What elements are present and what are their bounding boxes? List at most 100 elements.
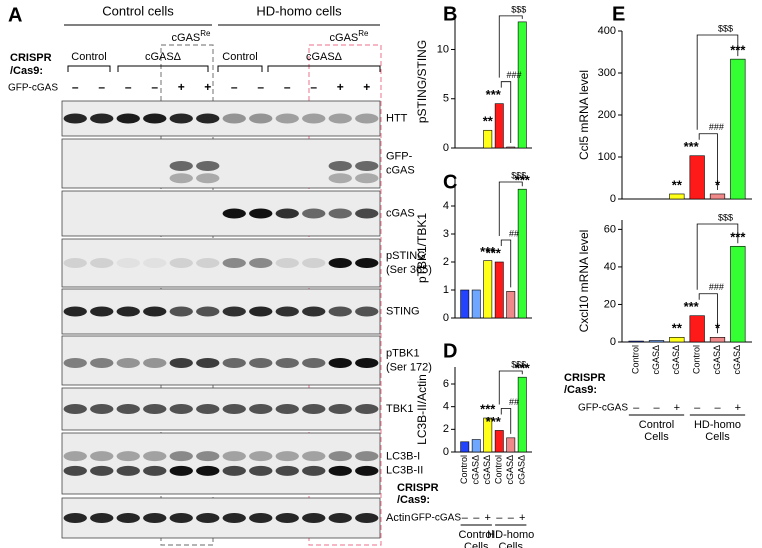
blot-band [355,306,379,317]
blot-band [63,113,87,124]
x-tick-label: Control [494,455,504,484]
blot-band [249,465,273,476]
blot-band [63,306,87,317]
blot-band [275,404,299,414]
y-tick-label: 20 [604,298,616,310]
group-label: HD-homo [487,529,534,541]
blot-band [196,173,220,184]
blot-label: LC3B-I [386,450,420,462]
bar [730,245,746,343]
lane-bracket [117,65,209,72]
gfp-sign: – [72,80,79,94]
bracket-label: $$$ [718,23,733,33]
blot-frame [61,387,381,431]
significance: *** [480,401,496,416]
blot-band [169,173,193,184]
panel-letter: D [443,340,457,362]
y-axis-label: Cxcl10 mRNA level [577,230,591,333]
blot-band [302,306,326,317]
blot-label: LC3B-II [386,464,423,476]
gfp-sign: + [485,512,491,524]
significance: *** [515,361,531,376]
rescue-label: cGASRe [330,29,370,44]
blot-band [63,357,87,368]
gfp-label: GFP-cGAS [578,403,628,414]
blot-band [90,113,114,124]
y-tick-label: 4 [443,401,449,413]
bracket [500,81,512,144]
blot-band [116,404,140,414]
blot-band [302,208,326,219]
significance: * [715,177,721,192]
blot-band [143,451,167,462]
blot-band [90,465,114,476]
y-axis-label: Ccl5 mRNA level [577,70,591,160]
bar [483,260,493,319]
crispr-label: CRISPR [397,482,439,494]
y-tick-label: 60 [604,223,616,235]
blot-band [275,258,299,268]
blot-label: TBK1 [386,403,414,415]
group-label: Cells [644,431,669,443]
bar [669,193,685,200]
rescue-sup: Re [200,29,211,38]
blot-band [355,451,379,462]
bracket [500,408,512,434]
rescue-base: cGAS [330,32,359,44]
blot-label: pTBK1 [386,347,420,359]
y-tick-label: 5 [443,93,449,105]
blot-band [169,160,193,171]
y-tick-label: 0 [443,142,449,154]
blot-band [116,513,140,523]
gfp-sign: – [496,512,503,524]
blot-band [143,306,167,317]
blot-frame [61,432,381,495]
gfp-sign: – [653,402,660,414]
y-axis-label: pTBK1/TBK1 [415,213,429,283]
panel-letter: C [443,171,457,193]
bar [709,193,726,200]
significance: *** [684,139,700,154]
gfp-sign: – [633,402,640,414]
blot-label: (Ser 365) [386,264,432,276]
bar [494,103,504,149]
significance: *** [515,173,531,188]
x-tick-label: cGASΔ [651,345,661,375]
blot-band [143,113,167,124]
gfp-sign: – [231,80,238,94]
gfp-label: GFP-cGAS [411,513,461,524]
gfp-label: GFP-cGAS [8,83,58,94]
crispr-label: /Cas9: [397,494,430,506]
group-label: Cells [499,541,524,548]
gfp-sign: + [735,402,741,414]
blot-band [196,513,220,523]
blot-label: GFP- [386,150,413,162]
blot-band [302,451,326,462]
group-label: HD-homo cells [256,3,342,18]
group-label: Control cells [102,3,174,18]
bracket [698,133,718,190]
significance: *** [730,230,746,245]
blot-band [302,113,326,124]
significance: *** [684,299,700,314]
blot-band [328,160,352,171]
blot-band [169,513,193,523]
blot-band [249,306,273,317]
blot-band [222,306,246,317]
y-tick-label: 6 [443,378,449,390]
bar [709,337,726,343]
group-label: Control [639,419,674,431]
gfp-sign: – [125,80,132,94]
lane-bracket [267,65,381,72]
y-tick-label: 2 [443,256,449,268]
rescue-label: cGASRe [172,29,212,44]
crispr-label: /Cas9: [10,65,43,77]
bar [460,289,470,319]
blot-band [275,306,299,317]
blot-band [116,306,140,317]
bar [730,58,746,200]
x-tick-label: cGASΔ [482,455,492,485]
bar [494,261,504,319]
significance: *** [486,414,502,429]
